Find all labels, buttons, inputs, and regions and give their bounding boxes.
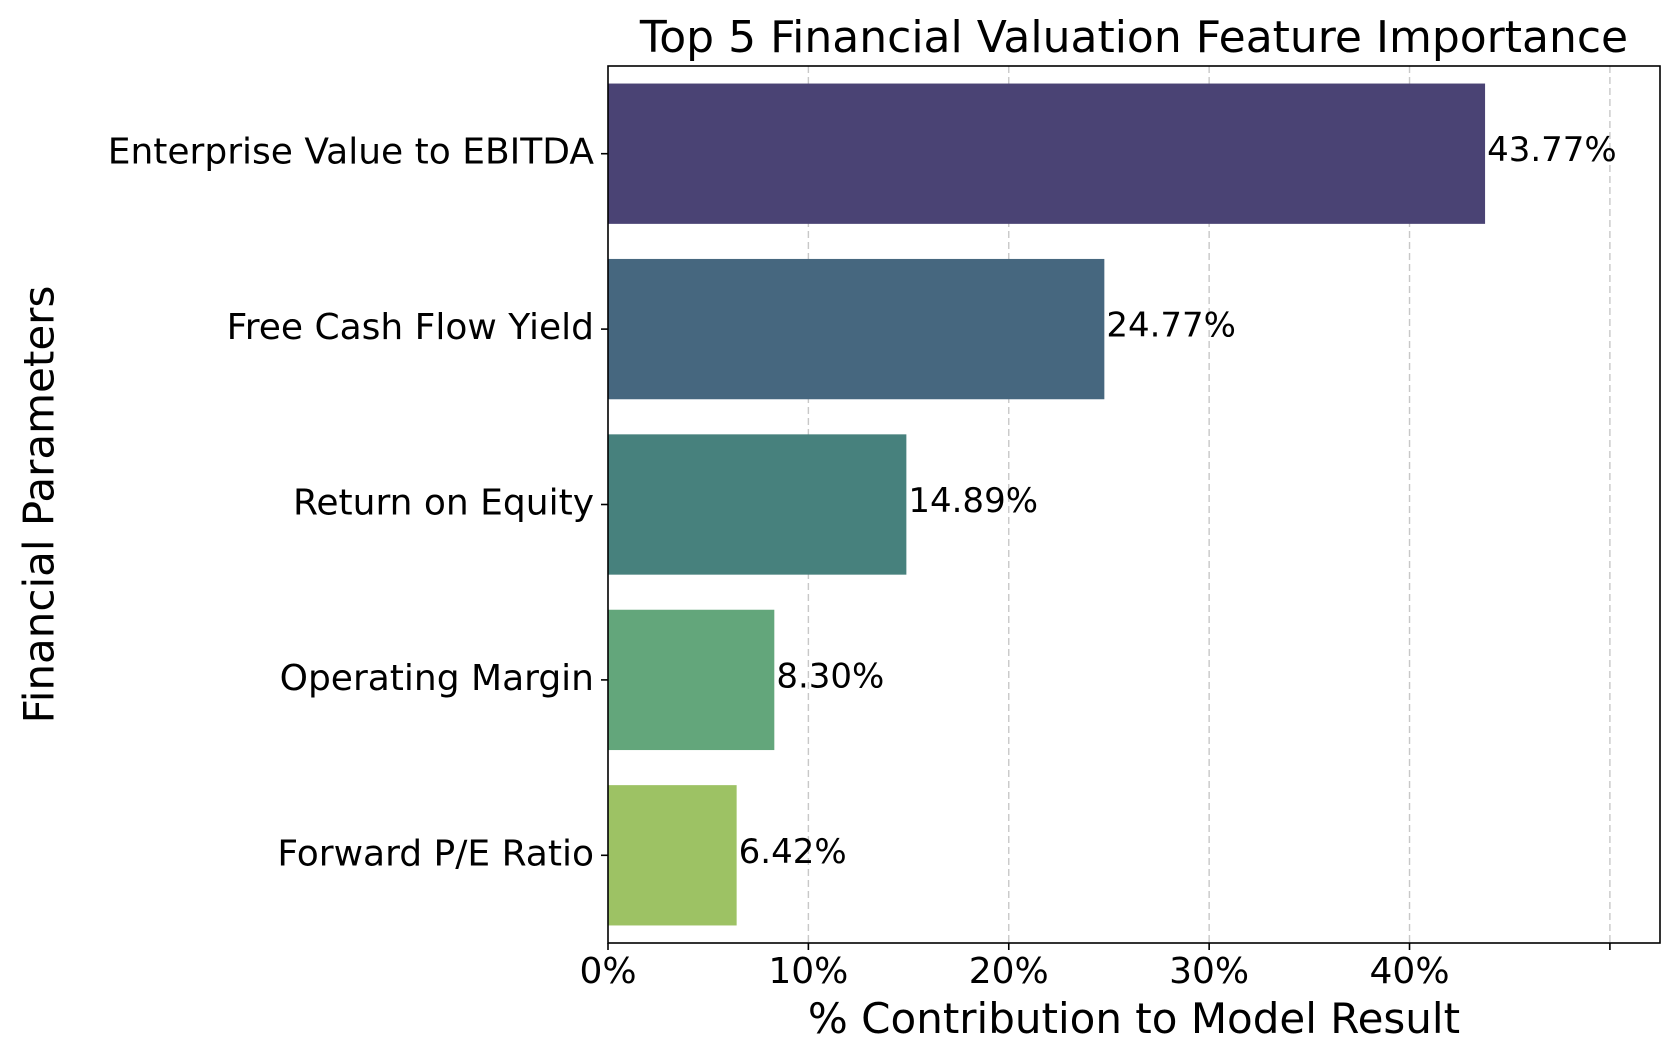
y-tick-label: Operating Margin (280, 658, 594, 699)
bars (608, 83, 1486, 926)
x-axis-ticks: 0% 10% 20% 30% 40% (579, 943, 1611, 992)
y-axis-ticks: Enterprise Value to EBITDA Free Cash Flow… (108, 132, 608, 874)
chart-title: Top 5 Financial Valuation Feature Import… (639, 12, 1628, 63)
x-tick-label: 20% (969, 951, 1049, 992)
bar-value-label: 24.77% (1106, 306, 1236, 346)
value-labels: 43.77% 24.77% 14.89% 8.30% 6.42% (739, 130, 1617, 872)
x-tick-label: 40% (1370, 951, 1450, 992)
bar (608, 258, 1105, 400)
y-tick-label: Free Cash Flow Yield (227, 307, 594, 348)
x-tick-label: 30% (1169, 951, 1249, 992)
bar-value-label: 43.77% (1487, 130, 1617, 170)
y-tick-label: Enterprise Value to EBITDA (108, 132, 595, 173)
bar-value-label: 14.89% (908, 481, 1038, 521)
bar-value-label: 6.42% (739, 832, 847, 872)
bar (608, 785, 737, 926)
bar (608, 83, 1486, 224)
x-tick-label: 10% (768, 951, 848, 992)
bar-value-label: 8.30% (776, 656, 884, 696)
plot-frame (607, 65, 1661, 944)
bar (608, 434, 907, 575)
y-tick-label: Return on Equity (293, 483, 594, 524)
y-tick-label: Forward P/E Ratio (277, 833, 594, 874)
x-tick-label: 0% (579, 951, 636, 992)
bar (608, 609, 775, 751)
x-axis-label: % Contribution to Model Result (808, 994, 1460, 1043)
y-axis-label: Financial Parameters (15, 286, 64, 724)
